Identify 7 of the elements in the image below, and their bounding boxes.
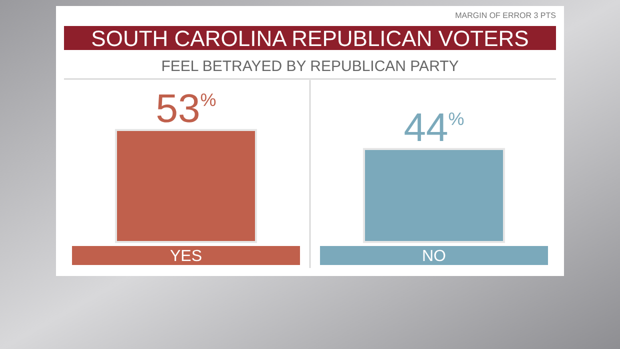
data-label: 53$^{%}$: [156, 87, 216, 131]
x-tick-label: NO: [422, 248, 446, 265]
data-label: 44$^{%}$: [404, 106, 464, 150]
x-tick-label: YES: [170, 248, 202, 265]
chart-subtitle: FEEL BETRAYED BY REPUBLICAN PARTY: [161, 58, 459, 75]
chart-title: SOUTH CAROLINA REPUBLICAN VOTERS: [91, 26, 529, 51]
text: MARGIN OF ERROR 3 PTS: [455, 11, 556, 20]
